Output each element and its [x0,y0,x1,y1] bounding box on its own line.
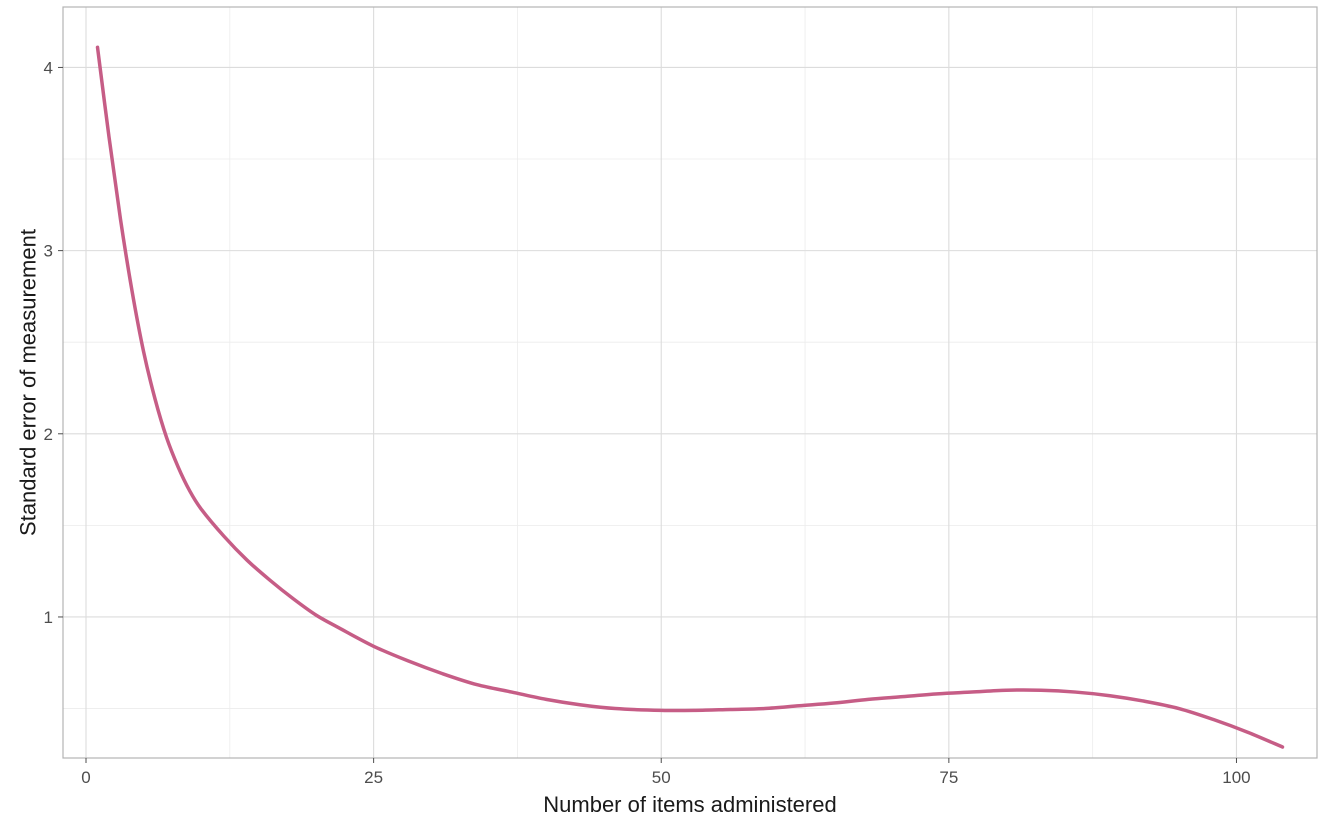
x-tick-label: 100 [1222,768,1250,787]
y-axis-ticks: 1 2 3 4 [44,58,63,627]
sem-curve-line [95,45,1285,749]
y-tick-label: 1 [44,608,53,627]
x-tick-label: 50 [652,768,671,787]
y-tick-label: 3 [44,242,53,261]
x-tick-label: 0 [81,768,90,787]
x-axis-ticks: 0 25 50 75 100 [81,758,1251,787]
series-layer [95,45,1285,749]
y-axis-title: Standard error of measurement [16,229,41,536]
major-gridlines [63,7,1317,758]
y-tick-label: 2 [44,425,53,444]
x-tick-label: 75 [939,768,958,787]
x-tick-label: 25 [364,768,383,787]
minor-gridlines [63,7,1317,758]
x-axis-title: Number of items administered [543,792,836,817]
panel-border [62,6,1318,759]
y-tick-label: 4 [44,58,53,77]
